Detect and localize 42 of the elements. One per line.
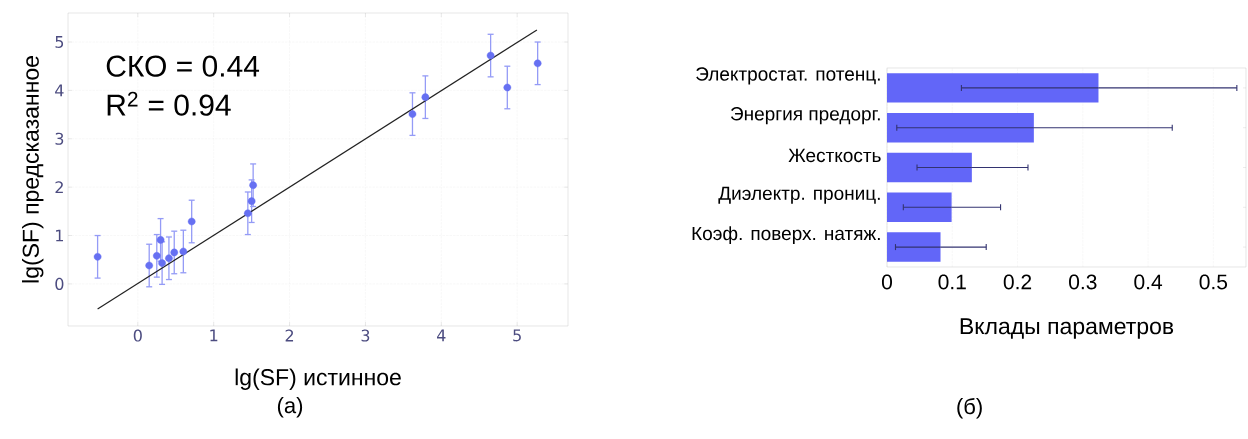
text: (б) — [957, 397, 982, 419]
point — [244, 209, 252, 218]
x-tick-label: 5 — [513, 329, 521, 342]
annotation: СКО = 0.44 — [106, 55, 260, 77]
x-axis-title: Вклады параметров — [960, 318, 1174, 339]
point — [152, 252, 161, 260]
x-tick-label: 0.5 — [1199, 274, 1228, 290]
y-tick-label: 1 — [56, 229, 64, 242]
x-axis-title: lg(SF) истинное — [235, 368, 401, 390]
point — [503, 83, 512, 92]
text: (а) — [277, 397, 303, 418]
y-tick-label: 3 — [55, 132, 64, 145]
y-tick-label: Жесткость — [788, 148, 881, 163]
point — [179, 247, 188, 256]
x-tick-label: 0.2 — [1003, 274, 1032, 290]
point — [187, 217, 196, 226]
x-tick-label: 1 — [210, 329, 218, 342]
y-tick-label: 5 — [55, 36, 64, 48]
point — [486, 51, 495, 60]
x-tick-label: 0 — [881, 274, 893, 290]
point — [165, 254, 173, 263]
y-tick-label: Электростат. потенц. — [696, 67, 880, 85]
x-tick-label: 0.3 — [1069, 274, 1097, 290]
y-tick-label: Коэф. поверх. натяж. — [692, 226, 880, 244]
y-tick-label: Диэлектр. прониц. — [718, 186, 880, 204]
x-tick-label: 0 — [133, 329, 142, 342]
y-axis-title: lg(SF) предсказанное — [22, 56, 44, 283]
point — [145, 261, 153, 270]
annotation: R$^{2}$ = 0.94 — [107, 91, 231, 116]
point — [408, 110, 417, 118]
x-tick-label: 0.1 — [938, 274, 966, 290]
y-tick-label: 4 — [55, 84, 64, 97]
point — [93, 253, 102, 261]
x-tick-label: 0.4 — [1134, 274, 1163, 290]
x-tick-label: 4 — [437, 329, 446, 342]
y-tick-label: Энергия предорг. — [730, 107, 880, 125]
x-tick-label: 3 — [361, 329, 370, 342]
point — [533, 59, 542, 68]
point — [421, 93, 430, 101]
point — [170, 248, 179, 257]
x-tick-label: 2 — [285, 329, 294, 342]
y-tick-label: 2 — [55, 181, 63, 194]
